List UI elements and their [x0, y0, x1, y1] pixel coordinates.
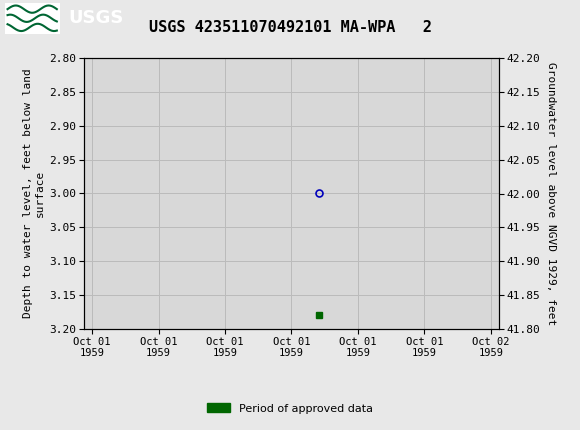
Y-axis label: Groundwater level above NGVD 1929, feet: Groundwater level above NGVD 1929, feet [546, 62, 556, 325]
Bar [5, 3, 60, 34]
Text: USGS: USGS [68, 9, 124, 27]
Text: USGS 423511070492101 MA-WPA   2: USGS 423511070492101 MA-WPA 2 [148, 21, 432, 35]
Y-axis label: Depth to water level, feet below land
surface: Depth to water level, feet below land su… [23, 69, 45, 318]
Legend: Period of approved data: Period of approved data [203, 399, 377, 418]
